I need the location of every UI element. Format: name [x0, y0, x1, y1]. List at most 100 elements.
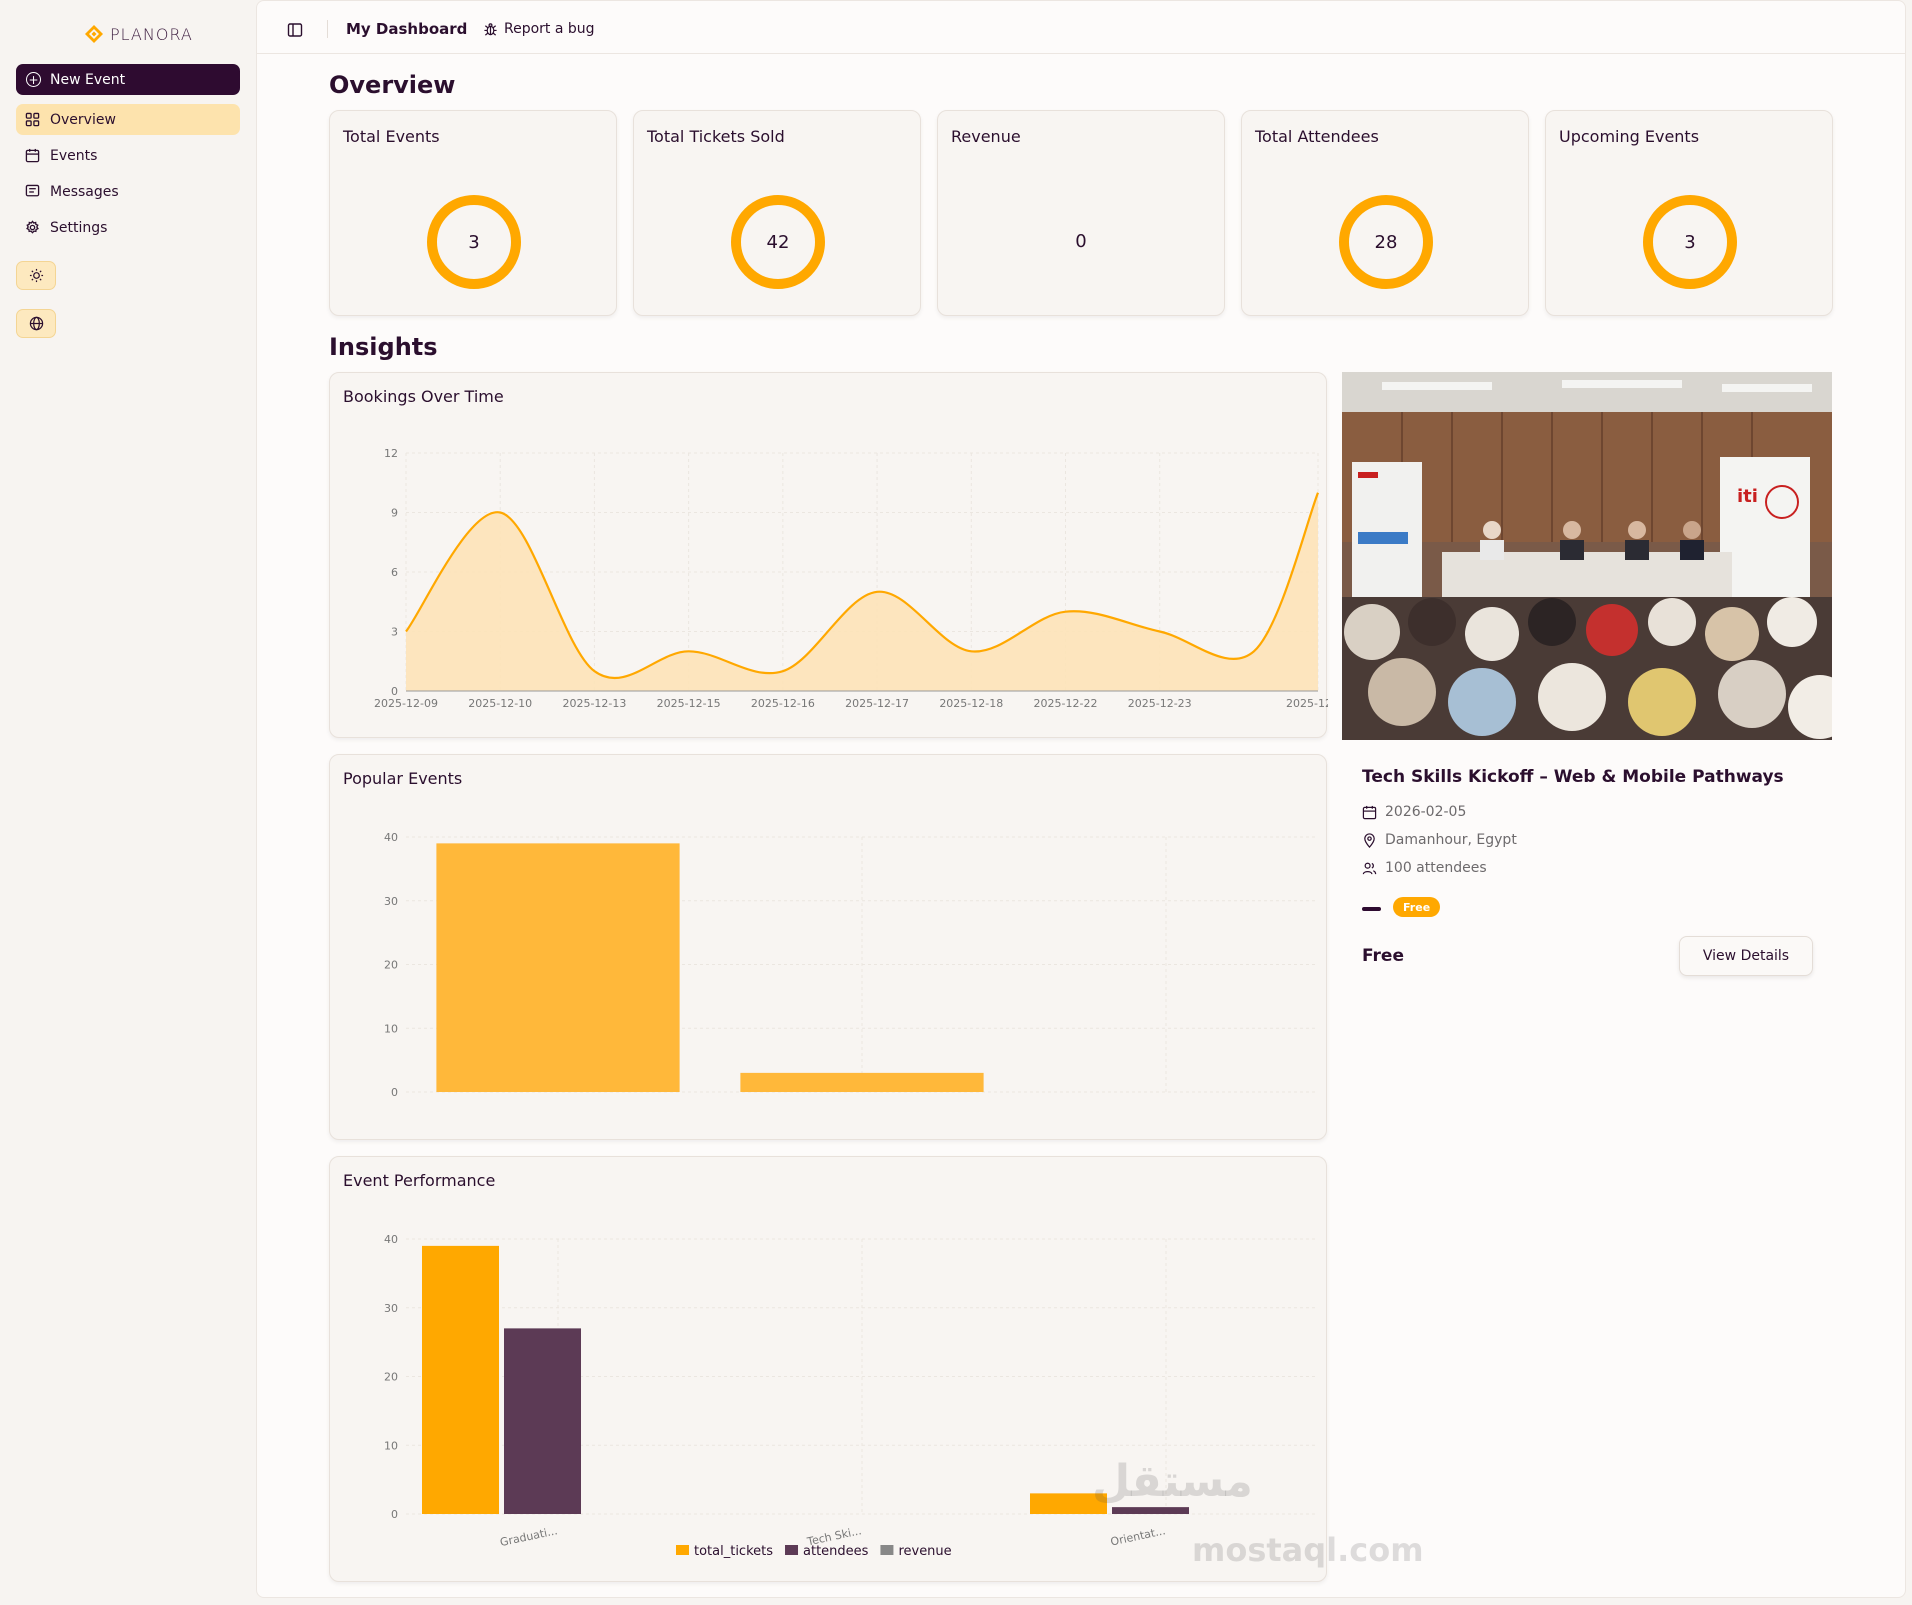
y-tick-label: 10: [384, 1439, 398, 1452]
event-status-dash: [1362, 907, 1381, 911]
sidebar-item-label: Settings: [50, 219, 108, 236]
stat-value: 0: [1075, 231, 1087, 252]
x-tick-label: 2025-12-10: [468, 697, 532, 710]
banner-brand-text: iti: [1737, 486, 1758, 507]
stat-card-upcoming-events: Upcoming Events 3: [1545, 110, 1833, 316]
new-event-label: New Event: [50, 71, 126, 88]
topbar: My Dashboard Report a bug: [257, 1, 1905, 54]
plus-circle-icon: +: [26, 72, 41, 87]
view-details-button[interactable]: View Details: [1679, 936, 1813, 976]
bookings-chart-card: Bookings Over Time 0 3 6 9 12 2025-12-09 2025-…: [329, 372, 1328, 738]
x-tick-label: Graduati...: [499, 1524, 559, 1549]
stat-ring: 28: [1339, 195, 1433, 289]
stat-ring: 3: [427, 195, 521, 289]
bar-attendees: [1112, 1507, 1189, 1514]
legend-swatch-revenue: [880, 1545, 894, 1555]
x-tick-label: 2025-12-25: [1286, 697, 1328, 710]
y-tick-label: 0: [391, 1508, 398, 1521]
x-tick-label: 2025-12-15: [657, 697, 721, 710]
area-fill: [406, 492, 1318, 691]
y-tick-label: 9: [391, 507, 398, 520]
sidebar: PLANORA + New Event Overview Events Mess…: [0, 0, 254, 1605]
sidebar-item-settings[interactable]: Settings: [16, 212, 240, 243]
sidebar-item-overview[interactable]: Overview: [16, 104, 240, 135]
report-bug-link[interactable]: Report a bug: [483, 21, 595, 37]
sidebar-item-events[interactable]: Events: [16, 140, 240, 171]
event-date: 2026-02-05: [1362, 804, 1466, 820]
event-attendees: 100 attendees: [1362, 860, 1487, 876]
bar-attendees: [504, 1328, 581, 1514]
y-tick-label: 30: [384, 1302, 398, 1315]
logo[interactable]: PLANORA: [84, 20, 193, 48]
legend-swatch-attendees: [785, 1545, 799, 1555]
bar: [740, 1072, 984, 1092]
stat-label: Total Attendees: [1255, 127, 1379, 146]
bookings-chart: 0 3 6 9 12 2025-12-09 2025-12-10 2025-12-13 2025…: [374, 447, 1328, 710]
bug-icon: [484, 22, 497, 36]
x-tick-label: Orientat...: [1109, 1524, 1166, 1548]
event-performance-card: Event Performance 0 10 20 30 40 Graduati... Te…: [329, 1156, 1327, 1582]
stat-label: Total Events: [343, 127, 440, 146]
chart-title: Event Performance: [343, 1171, 496, 1190]
event-title[interactable]: Tech Skills Kickoff – Web & Mobile Pathw…: [1362, 767, 1784, 787]
event-location: Damanhour, Egypt: [1362, 832, 1517, 848]
stat-label: Upcoming Events: [1559, 127, 1700, 146]
y-tick-label: 0: [391, 685, 398, 698]
y-tick-label: 30: [384, 895, 398, 908]
bar: [436, 843, 680, 1092]
event-price: Free: [1362, 946, 1404, 966]
y-tick-label: 10: [384, 1022, 398, 1035]
gear-icon: [26, 220, 39, 234]
event-price-badge: Free: [1393, 897, 1441, 917]
x-tick-label: 2025-12-23: [1128, 697, 1192, 710]
stat-card-total-events: Total Events 3: [329, 110, 617, 316]
stat-card-total-attendees: Total Attendees 28: [1241, 110, 1529, 316]
event-date-text: 2026-02-05: [1385, 804, 1467, 820]
bar-total_tickets: [1030, 1493, 1107, 1514]
event-photo-illustration: iti: [1342, 372, 1832, 740]
stat-label: Revenue: [951, 127, 1021, 146]
insights-title: Insights: [329, 333, 438, 361]
topbar-divider: [327, 20, 328, 38]
chart-title: Bookings Over Time: [343, 387, 504, 406]
globe-icon: [29, 316, 43, 331]
stat-ring: 42: [731, 195, 825, 289]
x-tick-label: 2025-12-22: [1034, 697, 1098, 710]
popular-events-chart: 0 10 20 30 40: [384, 831, 1318, 1099]
stat-card-tickets-sold: Total Tickets Sold 42: [633, 110, 921, 316]
legend-label-revenue: revenue: [898, 1544, 951, 1559]
sidebar-item-label: Messages: [50, 183, 119, 200]
map-pin-icon: [1364, 832, 1375, 848]
page-title: My Dashboard: [346, 20, 468, 38]
event-location-text: Damanhour, Egypt: [1385, 832, 1517, 848]
sidebar-toggle-icon[interactable]: [287, 22, 303, 38]
report-bug-label: Report a bug: [504, 21, 595, 37]
legend-swatch-total_tickets: [676, 1545, 689, 1555]
legend-label-attendees: attendees: [803, 1544, 869, 1559]
sidebar-item-label: Overview: [50, 111, 116, 128]
watermark-latin: mostaql.com: [1192, 1531, 1424, 1569]
x-tick-label: 2025-12-13: [562, 697, 626, 710]
language-button[interactable]: [16, 309, 56, 338]
theme-toggle-button[interactable]: [16, 261, 56, 290]
new-event-button[interactable]: + New Event: [16, 64, 240, 95]
sidebar-item-messages[interactable]: Messages: [16, 176, 240, 207]
event-image[interactable]: iti: [1342, 372, 1832, 740]
series-line: [405, 492, 1320, 679]
grid-icon: [25, 112, 40, 127]
bar-total_tickets: [422, 1245, 499, 1514]
sidebar-item-label: Events: [50, 147, 98, 164]
x-tick-label: 2025-12-18: [939, 697, 1003, 710]
y-tick-label: 6: [391, 566, 398, 579]
popular-events-card: Popular Events 0 10 20 30 40: [329, 754, 1327, 1140]
sun-icon: [29, 268, 43, 283]
y-tick-label: 40: [384, 831, 398, 844]
main-panel: My Dashboard Report a bug Overview Total…: [256, 0, 1906, 1598]
stat-ring: 3: [1643, 195, 1737, 289]
stat-label: Total Tickets Sold: [647, 127, 785, 146]
y-tick-label: 12: [384, 447, 398, 460]
chart-title: Popular Events: [343, 769, 463, 788]
calendar-icon: [25, 148, 40, 163]
calendar-icon: [1362, 805, 1377, 819]
